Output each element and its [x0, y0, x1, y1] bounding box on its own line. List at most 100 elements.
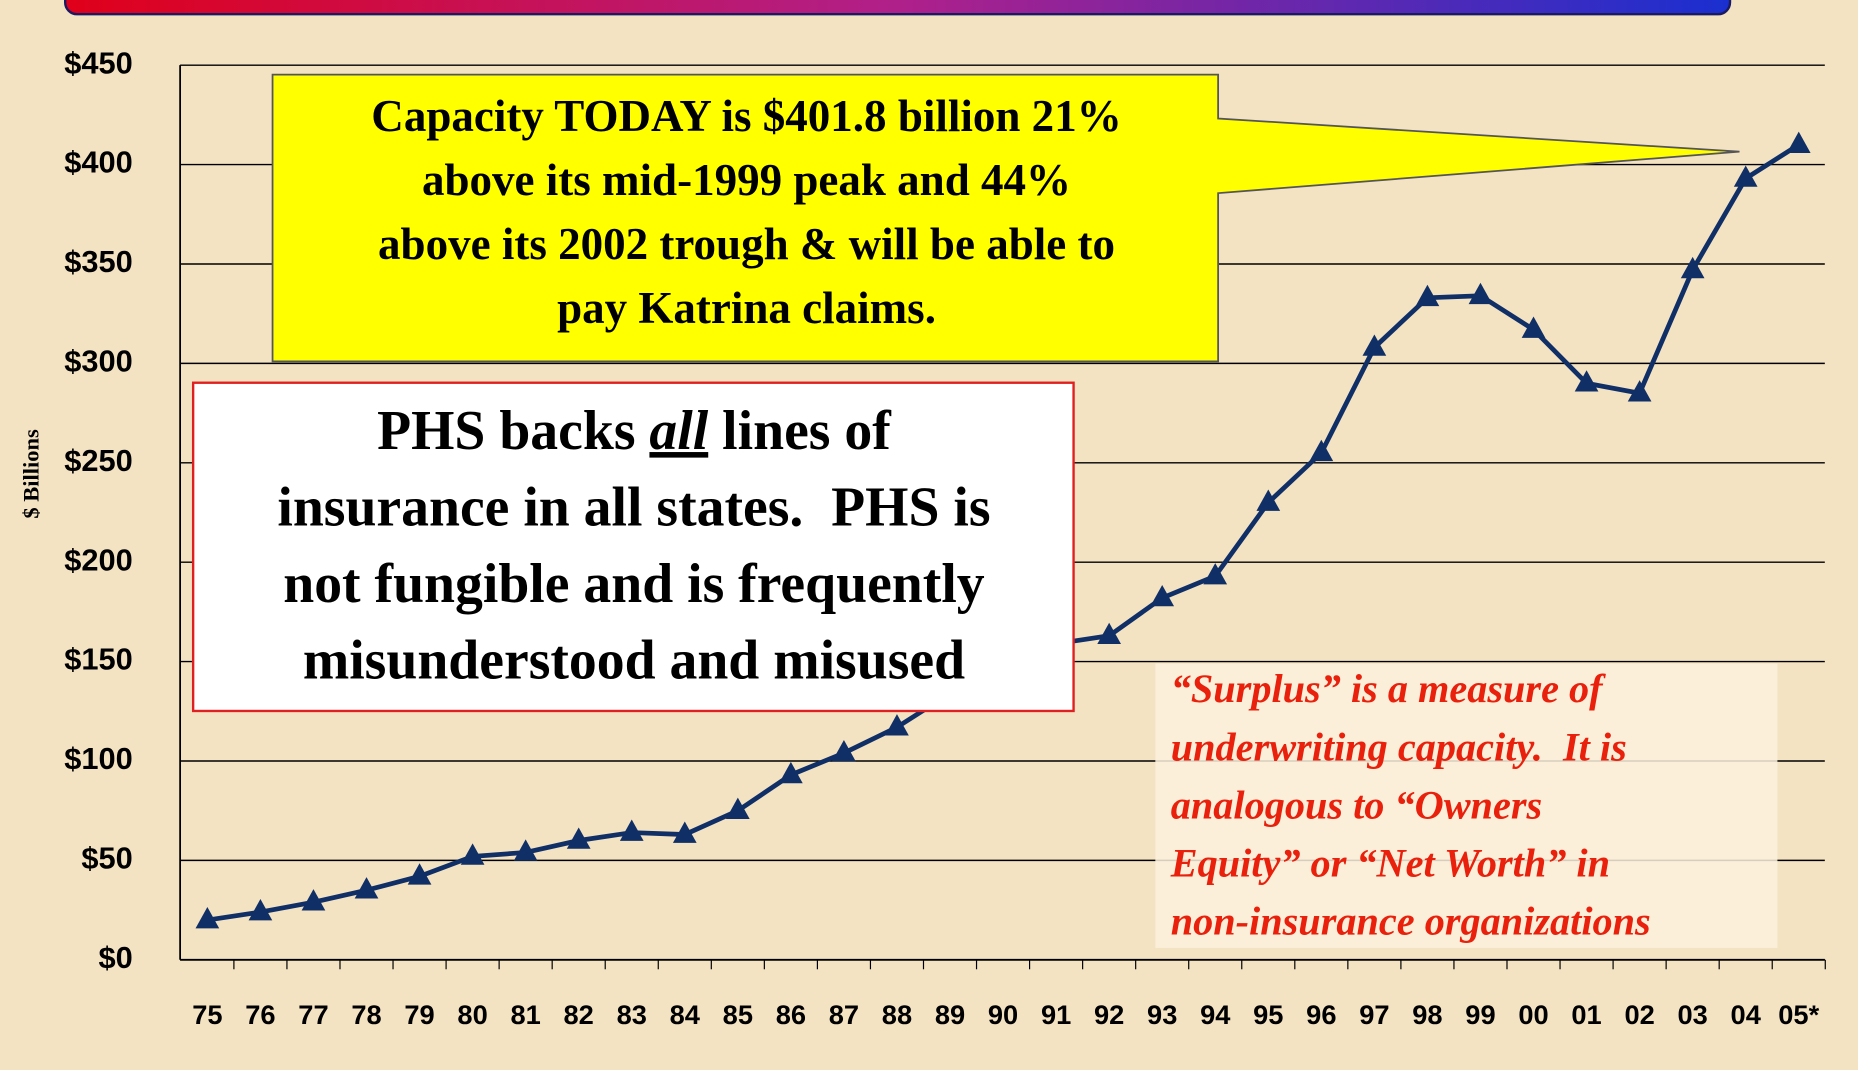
x-tick-label: 97	[1359, 999, 1389, 1030]
annotation-segment: all	[649, 400, 708, 462]
x-tick-label: 03	[1677, 999, 1707, 1030]
annotation-text: “Surplus” is a measure of	[1171, 666, 1606, 711]
data-point	[1150, 584, 1175, 607]
annotation-text: above its 2002 trough & will be able to	[378, 219, 1115, 269]
x-tick-label: 83	[617, 999, 647, 1030]
y-tick-label: $150	[64, 642, 133, 677]
y-tick-label: $400	[64, 145, 133, 180]
data-point	[1309, 439, 1334, 462]
x-tick-label: 79	[404, 999, 434, 1030]
y-tick-label: $200	[64, 542, 133, 577]
x-tick-label: 93	[1147, 999, 1177, 1030]
data-point	[1521, 316, 1546, 338]
data-point	[725, 797, 750, 819]
annotation-text: insurance in all states. PHS is	[277, 476, 990, 538]
annotation-segment: pay Katrina claims.	[557, 283, 936, 333]
data-point	[248, 899, 273, 921]
annotation-text: pay Katrina claims.	[557, 283, 936, 333]
data-point	[619, 819, 644, 841]
data-point	[407, 863, 432, 885]
data-point	[1097, 622, 1121, 645]
x-tick-label: 01	[1571, 999, 1601, 1030]
annotation-segment: Equity” or “Net Worth” in	[1170, 841, 1610, 886]
data-point	[672, 821, 697, 843]
data-point	[1786, 131, 1811, 153]
annotation-segment: Capacity TODAY is $401.8 billion 21%	[371, 91, 1121, 141]
x-tick-label: 90	[988, 999, 1018, 1030]
y-tick-label: $250	[64, 443, 133, 478]
data-point	[301, 889, 326, 911]
x-tick-label: 88	[882, 999, 912, 1030]
annotation-segment: lines of	[708, 400, 892, 462]
data-point	[1415, 284, 1440, 307]
callout-box	[271, 73, 1740, 363]
x-tick-label: 96	[1306, 999, 1336, 1030]
data-point	[1256, 489, 1281, 511]
annotation-text: misunderstood and misused	[303, 629, 965, 691]
data-point	[832, 740, 856, 762]
y-axis-label: $ Billions	[18, 429, 43, 519]
annotation-text: analogous to “Owners	[1171, 783, 1542, 828]
data-point	[1574, 370, 1599, 392]
annotations: Capacity TODAY is $401.8 billion 21% abov…	[191, 73, 1778, 948]
annotation-segment: underwriting capacity. It is	[1171, 725, 1627, 770]
x-tick-label: 77	[298, 999, 328, 1030]
note-box	[1155, 663, 1778, 948]
data-point	[1468, 282, 1493, 305]
x-tick-label: 04	[1731, 999, 1762, 1030]
x-tick-label: 87	[829, 999, 859, 1030]
y-tick-label: $350	[64, 244, 133, 279]
annotation-segment: insurance in all states. PHS is	[277, 476, 990, 538]
annotation-text: above its mid-1999 peak and 44%	[422, 155, 1071, 205]
x-tick-label: 94	[1200, 999, 1231, 1030]
x-tick-label: 80	[457, 999, 487, 1030]
data-point	[1627, 380, 1652, 402]
annotation-segment: above its mid-1999 peak and 44%	[422, 155, 1071, 205]
x-tick-label: 00	[1518, 999, 1548, 1030]
annotation-text: underwriting capacity. It is	[1171, 725, 1627, 770]
plot: $0 $50 $100 $150 $200 $250 $300 $350 $400 $450 $ B…	[18, 45, 1826, 1030]
x-tick-label: 91	[1041, 999, 1071, 1030]
annotation-segment: PHS backs	[377, 400, 649, 462]
annotation-text: non-insurance organizations	[1171, 899, 1651, 944]
data-point	[885, 714, 909, 736]
data-point	[779, 761, 803, 784]
x-tick-label: 81	[510, 999, 540, 1030]
x-tick-label: 82	[564, 999, 594, 1030]
data-point	[460, 843, 485, 865]
data-point	[1362, 334, 1387, 356]
data-point	[195, 907, 220, 929]
annotation-segment: analogous to “Owners	[1171, 783, 1542, 828]
data-point	[1680, 256, 1705, 279]
x-tick-label: 92	[1094, 999, 1124, 1030]
x-tick-label: 98	[1412, 999, 1442, 1030]
data-point	[354, 877, 379, 899]
data-point	[513, 839, 538, 861]
y-tick-label: $100	[64, 741, 133, 776]
x-tick-label: 89	[935, 999, 965, 1030]
x-tick-label: 75	[192, 999, 222, 1030]
x-tick-label: 78	[351, 999, 381, 1030]
x-tick-label: 84	[670, 999, 701, 1030]
x-tick-label: 95	[1253, 999, 1283, 1030]
annotation-text: Capacity TODAY is $401.8 billion 21%	[371, 91, 1121, 141]
data-point	[1203, 563, 1228, 585]
x-tick-label: 86	[776, 999, 806, 1030]
x-tick-label: 02	[1624, 999, 1654, 1030]
annotation-segment: above its 2002 trough & will be able to	[378, 219, 1115, 269]
annotation-text: PHS backs all lines of	[377, 400, 892, 462]
x-tick-label: 85	[723, 999, 753, 1030]
annotation-segment: non-insurance organizations	[1171, 899, 1651, 944]
y-tick-label: $300	[64, 344, 133, 379]
banner	[63, 0, 1732, 16]
annotation-segment: not fungible and is frequently	[283, 553, 985, 615]
annotation-segment: “Surplus” is a measure of	[1171, 666, 1606, 711]
y-tick-label: $0	[98, 940, 132, 975]
x-tick-label: 76	[245, 999, 275, 1030]
y-tick-label: $50	[81, 841, 132, 876]
data-point	[566, 827, 591, 849]
annotation-segment: misunderstood and misused	[303, 629, 965, 691]
annotation-text: Equity” or “Net Worth” in	[1170, 841, 1610, 886]
x-tick-label: 05*	[1778, 999, 1819, 1030]
